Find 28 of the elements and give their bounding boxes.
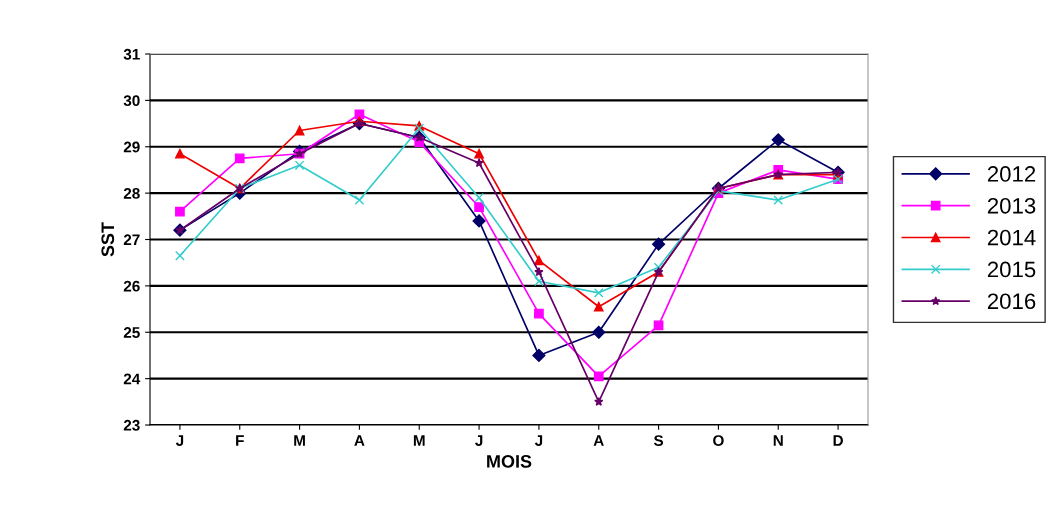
- y-tick-label: 24: [123, 373, 141, 385]
- legend-label: 2012: [987, 166, 1036, 182]
- x-tick-label: J: [534, 435, 543, 446]
- y-tick-label: 27: [123, 234, 140, 246]
- y-tick-label: 23: [123, 419, 140, 431]
- x-tick-label: D: [833, 435, 843, 446]
- x-tick-label: O: [713, 435, 724, 446]
- x-axis-title: MOIS: [487, 455, 532, 468]
- y-tick-label: 28: [123, 187, 140, 199]
- x-tick-label: M: [413, 435, 425, 446]
- x-tick-label: F: [236, 435, 244, 446]
- y-tick-label: 25: [123, 327, 140, 338]
- y-tick-label: 29: [123, 141, 140, 153]
- y-tick-label: 30: [123, 95, 140, 107]
- x-tick-label: A: [354, 435, 365, 446]
- x-tick-label: J: [175, 435, 184, 446]
- x-tick-label: M: [294, 435, 305, 446]
- legend-label: 2016: [987, 293, 1036, 310]
- y-tick-label: 31: [123, 48, 140, 60]
- legend-label: 2015: [987, 261, 1036, 278]
- legend-label: 2013: [987, 197, 1036, 214]
- x-tick-label: N: [773, 435, 783, 446]
- x-tick-label: S: [653, 435, 664, 446]
- x-tick-label: J: [475, 435, 483, 446]
- y-axis-title: SST: [101, 222, 115, 257]
- y-tick-label: 26: [123, 280, 140, 292]
- legend-label: 2014: [987, 229, 1036, 246]
- x-tick-label: A: [593, 435, 604, 446]
